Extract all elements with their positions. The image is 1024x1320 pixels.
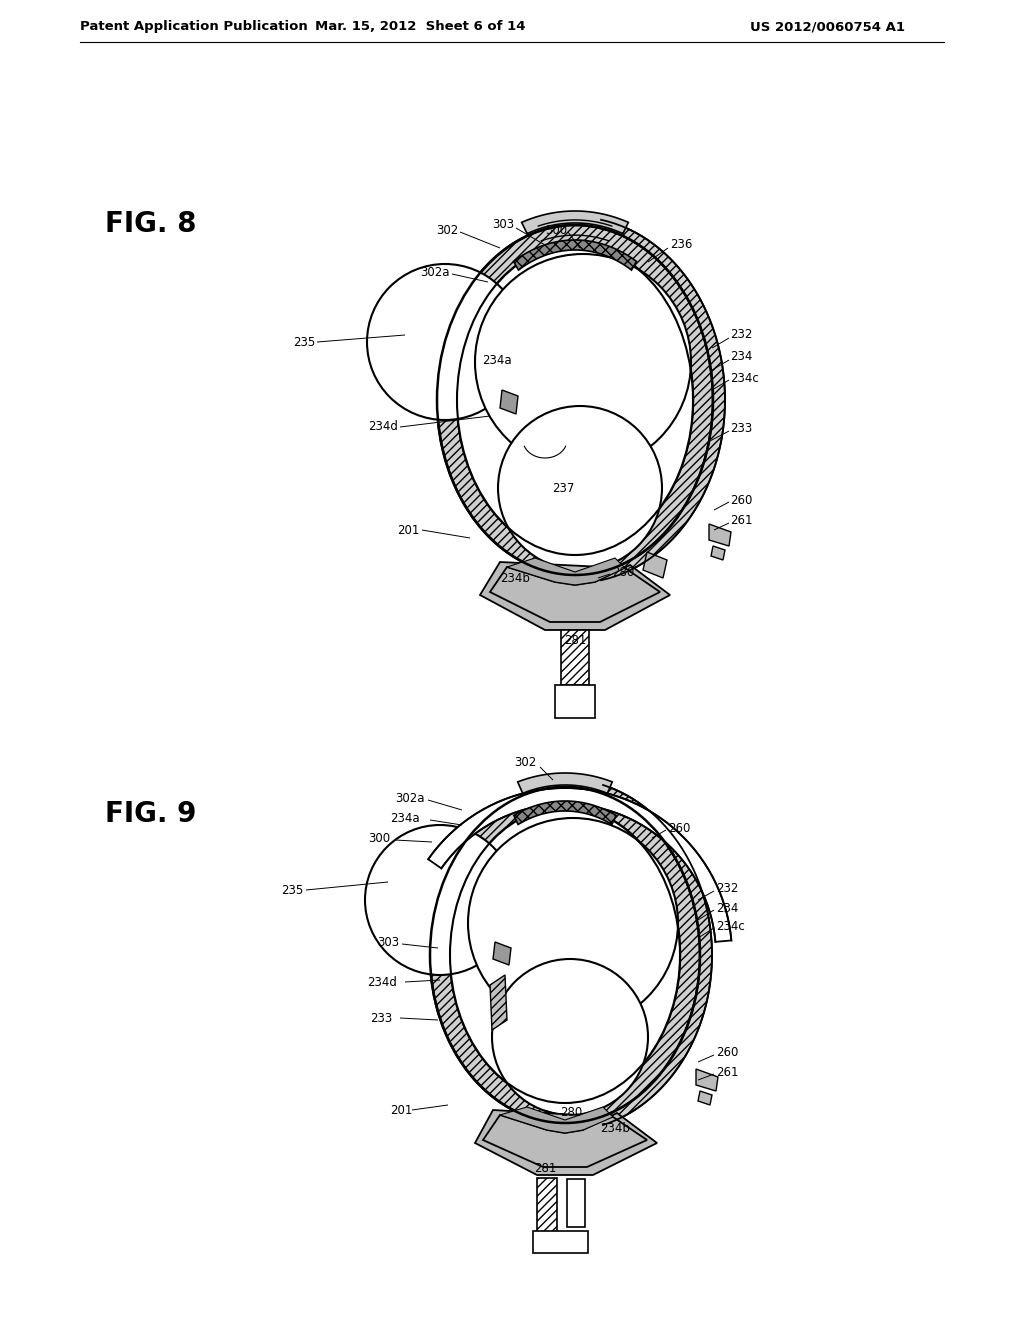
Text: 281: 281 (564, 634, 586, 647)
Text: 234b: 234b (600, 1122, 630, 1134)
Text: 233: 233 (370, 1011, 392, 1024)
Text: 234d: 234d (367, 975, 397, 989)
Polygon shape (513, 240, 637, 271)
Bar (537, 1177, 557, 1233)
Polygon shape (475, 1110, 657, 1175)
Text: 260: 260 (730, 494, 753, 507)
Text: 302a: 302a (420, 265, 450, 279)
Polygon shape (428, 788, 731, 942)
Polygon shape (709, 524, 731, 546)
Polygon shape (643, 552, 667, 578)
Bar (567, 1179, 585, 1228)
Bar (534, 1232, 588, 1253)
Text: 261: 261 (716, 1065, 738, 1078)
Polygon shape (507, 558, 625, 585)
Text: 234: 234 (716, 902, 738, 915)
Circle shape (365, 825, 515, 975)
Circle shape (468, 818, 678, 1028)
Ellipse shape (450, 807, 680, 1104)
Text: FIG. 9: FIG. 9 (105, 800, 197, 828)
Text: 281: 281 (534, 1162, 556, 1175)
Polygon shape (500, 389, 518, 414)
Text: 201: 201 (397, 524, 420, 536)
Text: 201: 201 (390, 1104, 413, 1117)
Polygon shape (521, 211, 629, 234)
Text: 261: 261 (730, 513, 753, 527)
Polygon shape (514, 801, 616, 825)
Text: 234c: 234c (716, 920, 744, 933)
Polygon shape (493, 942, 511, 965)
Text: US 2012/0060754 A1: US 2012/0060754 A1 (750, 20, 905, 33)
Text: 234d: 234d (368, 421, 398, 433)
Text: 300: 300 (368, 832, 390, 845)
Circle shape (367, 264, 523, 420)
Text: 232: 232 (730, 329, 753, 342)
Text: Mar. 15, 2012  Sheet 6 of 14: Mar. 15, 2012 Sheet 6 of 14 (314, 20, 525, 33)
Text: Patent Application Publication: Patent Application Publication (80, 20, 308, 33)
Text: 235: 235 (293, 335, 315, 348)
Text: 302: 302 (514, 755, 537, 768)
Polygon shape (437, 226, 713, 576)
Text: 300: 300 (545, 223, 567, 236)
Polygon shape (430, 787, 700, 1123)
Ellipse shape (457, 246, 693, 554)
Text: 232: 232 (716, 882, 738, 895)
Text: 234c: 234c (730, 371, 759, 384)
Polygon shape (518, 774, 612, 793)
Circle shape (475, 253, 691, 470)
Text: 234a: 234a (482, 354, 512, 367)
Text: 280: 280 (560, 1106, 583, 1118)
Polygon shape (480, 562, 670, 630)
Text: 302a: 302a (395, 792, 425, 804)
Circle shape (498, 407, 662, 570)
Polygon shape (711, 546, 725, 560)
Text: 302: 302 (436, 223, 459, 236)
Text: FIG. 8: FIG. 8 (105, 210, 197, 238)
Polygon shape (500, 1107, 613, 1133)
Polygon shape (599, 220, 725, 581)
Text: 233: 233 (730, 421, 753, 434)
Text: 303: 303 (377, 936, 399, 949)
Text: 260: 260 (716, 1045, 738, 1059)
Text: 260: 260 (668, 821, 690, 834)
Text: 303: 303 (492, 219, 514, 231)
Polygon shape (698, 1092, 712, 1105)
Bar (555, 685, 595, 718)
Polygon shape (490, 975, 507, 1030)
Text: 234: 234 (730, 351, 753, 363)
Text: 280: 280 (612, 565, 634, 578)
Polygon shape (696, 1069, 718, 1092)
Text: 236: 236 (670, 239, 692, 252)
Text: 234b: 234b (500, 572, 529, 585)
Bar (561, 630, 589, 685)
Polygon shape (600, 785, 712, 1125)
Text: 235: 235 (281, 883, 303, 896)
Text: 237: 237 (552, 482, 574, 495)
Text: 234a: 234a (390, 812, 420, 825)
Circle shape (492, 960, 648, 1115)
